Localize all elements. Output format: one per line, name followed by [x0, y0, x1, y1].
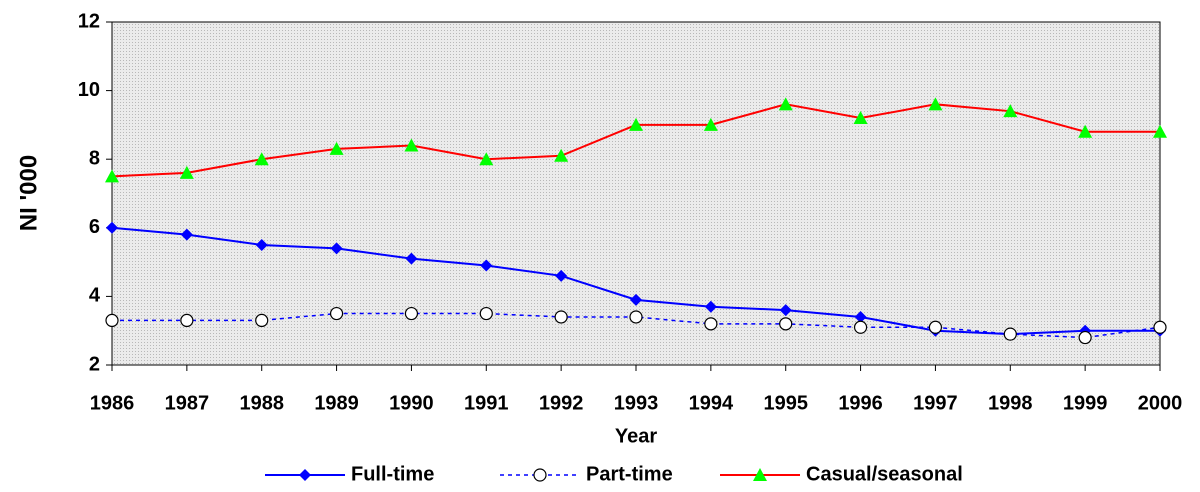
marker: [404, 138, 419, 152]
x-tick-label: 1990: [389, 392, 434, 414]
y-tick-label: 8: [89, 147, 100, 169]
marker: [105, 169, 119, 183]
marker: [180, 228, 193, 241]
legend-marker: [533, 468, 547, 482]
x-tick-label: 1997: [913, 392, 958, 414]
x-tick-label: 1998: [988, 392, 1033, 414]
marker: [928, 320, 943, 334]
marker: [180, 313, 194, 328]
marker: [555, 269, 568, 282]
x-tick-label: 1999: [1063, 392, 1108, 414]
marker: [779, 317, 793, 331]
marker: [854, 310, 867, 323]
legend-label: Full-time: [351, 463, 434, 485]
x-tick-label: 1988: [239, 392, 284, 414]
marker: [329, 141, 344, 155]
x-tick-label: 1996: [838, 392, 883, 414]
x-tick-label: 1992: [539, 392, 584, 414]
marker: [330, 242, 343, 255]
marker: [480, 259, 493, 272]
marker: [106, 221, 118, 234]
marker: [479, 152, 494, 166]
plot-area: [111, 21, 1161, 366]
y-axis-label: NI '000: [15, 155, 42, 231]
marker: [703, 117, 718, 131]
marker: [1078, 124, 1093, 138]
x-tick-label: 1995: [763, 392, 808, 414]
x-tick-label: 2000: [1138, 392, 1183, 414]
x-tick-label: 1986: [90, 392, 135, 414]
x-tick-label: 1989: [314, 392, 359, 414]
marker: [554, 310, 568, 324]
marker: [779, 304, 792, 317]
marker: [1003, 104, 1018, 118]
marker: [404, 306, 419, 321]
marker: [853, 111, 868, 125]
marker: [255, 238, 268, 251]
marker: [255, 313, 269, 328]
x-tick-label: 1993: [614, 392, 659, 414]
marker: [704, 300, 717, 313]
x-tick-label: 1994: [689, 392, 734, 414]
legend-marker: [753, 468, 767, 481]
x-tick-label: 1991: [464, 392, 509, 414]
marker: [928, 97, 943, 111]
x-axis-label: Year: [615, 425, 657, 447]
marker: [629, 310, 643, 324]
marker: [1153, 320, 1167, 334]
y-tick-label: 6: [89, 216, 100, 238]
marker: [629, 117, 643, 131]
legend-label: Casual/seasonal: [806, 463, 963, 485]
marker: [554, 148, 569, 162]
marker: [405, 252, 418, 265]
y-tick-label: 4: [89, 285, 101, 307]
y-tick-label: 12: [78, 10, 100, 32]
marker: [329, 306, 344, 321]
marker: [630, 293, 642, 306]
marker: [778, 97, 793, 111]
marker: [254, 152, 269, 166]
marker: [1078, 330, 1092, 345]
y-tick-label: 10: [78, 79, 100, 101]
marker: [1003, 327, 1017, 341]
marker: [179, 165, 194, 179]
marker: [704, 317, 718, 331]
legend-label: Part-time: [586, 463, 673, 485]
marker: [853, 320, 868, 334]
x-tick-label: 1987: [165, 392, 210, 414]
legend-marker: [299, 469, 311, 481]
y-tick-label: 2: [89, 353, 100, 375]
series-line: [112, 312, 1161, 339]
marker: [1153, 124, 1167, 138]
marker: [479, 306, 493, 321]
marker: [105, 313, 119, 328]
